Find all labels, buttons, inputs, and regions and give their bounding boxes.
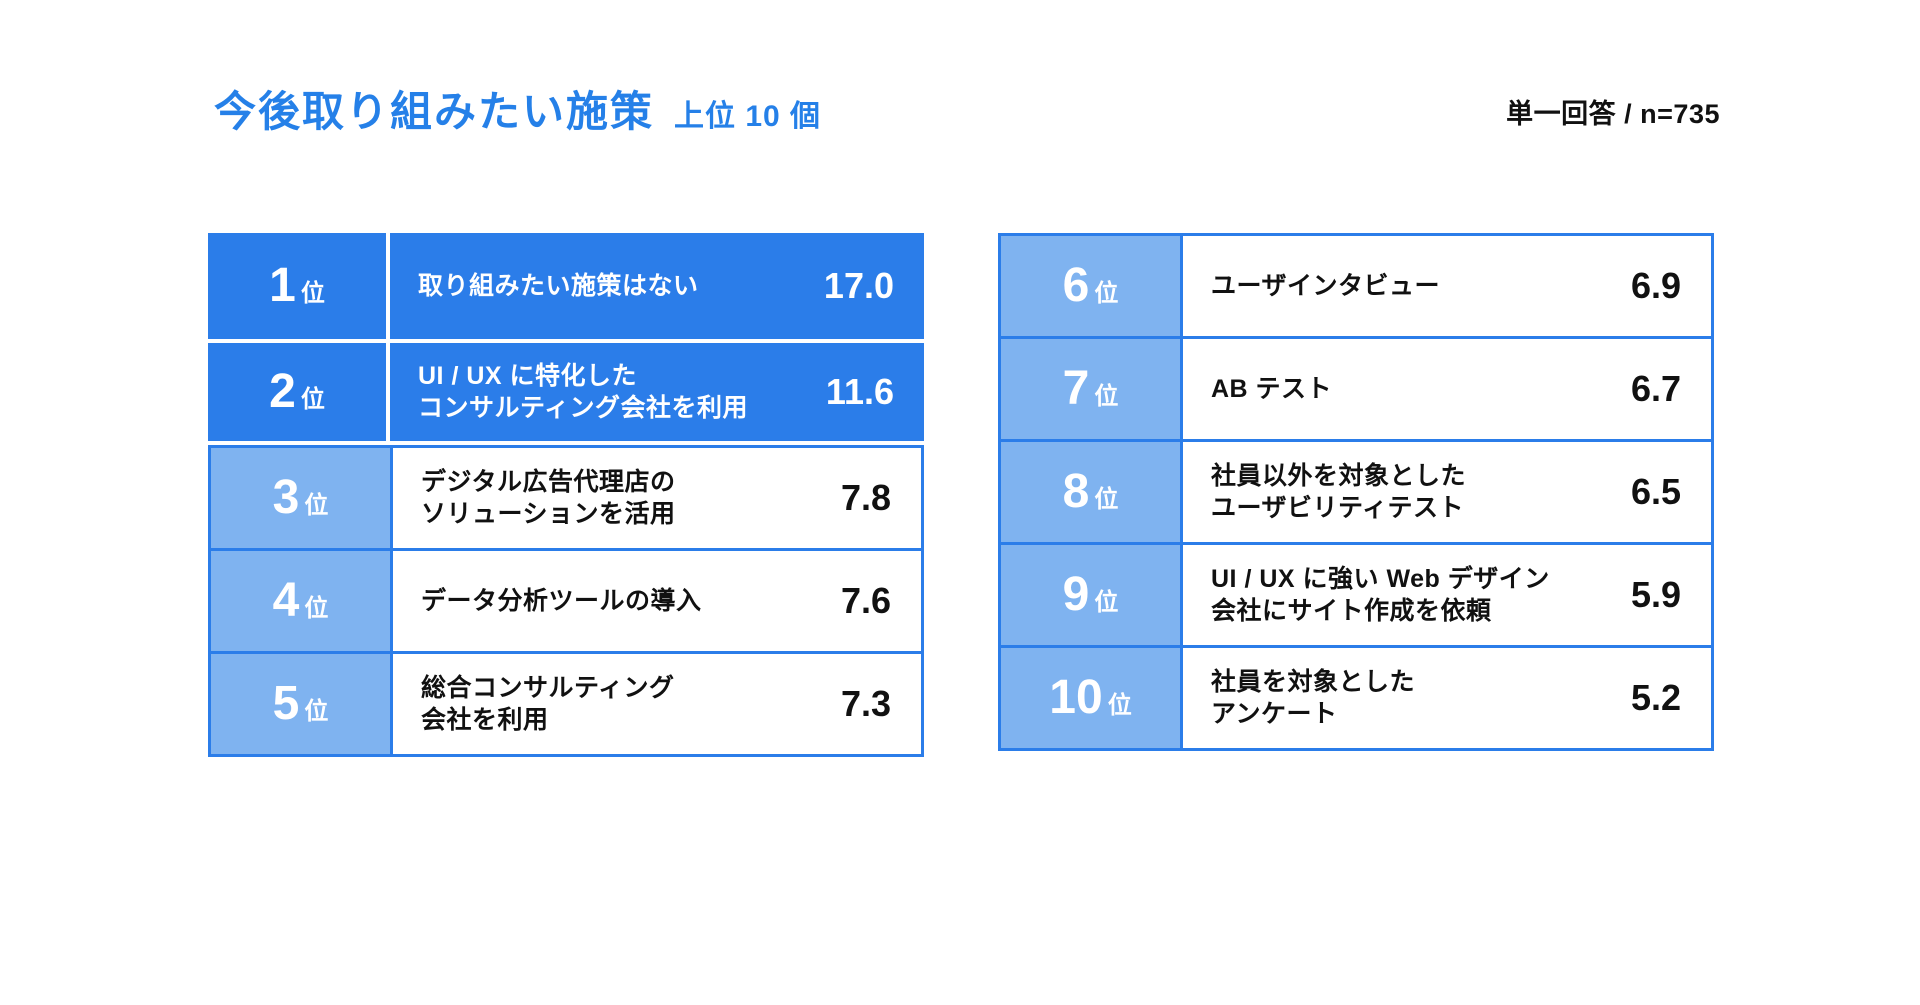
rank-suffix-label: 位 (1094, 383, 1119, 410)
rank-content: 総合コンサルティング 会社を利用 7.3 (393, 654, 921, 754)
rank-number: 9 (1062, 568, 1090, 621)
rank-label: 10 位 (1049, 674, 1131, 722)
rank-content: 社員以外を対象とした ユーザビリティテスト 6.5 (1183, 442, 1711, 542)
rank-content: 社員を対象とした アンケート 5.2 (1183, 648, 1711, 748)
item-value: 6.9 (1630, 265, 1681, 306)
rank-suffix-label: 位 (304, 492, 329, 519)
item-label: ユーザインタビュー (1211, 271, 1441, 300)
rank-content: UI / UX に特化した コンサルティング会社を利用 11.6 (390, 343, 924, 441)
page-title: 今後取り組みたい施策 (214, 88, 655, 135)
rank-suffix-label: 位 (1094, 486, 1119, 513)
rank-suffix-label: 位 (1107, 692, 1132, 719)
rank-row-10: 10 位 社員を対象とした アンケート 5.2 (998, 645, 1714, 751)
sample-size-note: 単一回答 / n=735 (1506, 99, 1720, 129)
item-value: 7.8 (840, 477, 891, 518)
item-value: 6.7 (1630, 368, 1681, 409)
item-value: 11.6 (825, 371, 894, 412)
item-value: 5.2 (1630, 677, 1681, 718)
rank-number: 1 (269, 259, 296, 312)
rank-number: 7 (1062, 362, 1090, 415)
rank-suffix-label: 位 (304, 595, 329, 622)
item-label: UI / UX に強い Web デザイン 会社にサイト作成を依頼 (1211, 564, 1550, 626)
rank-number: 8 (1062, 465, 1090, 518)
rank-suffix-label: 位 (300, 280, 325, 307)
rank-number: 3 (272, 471, 300, 524)
item-label: 取り組みたい施策はない (418, 271, 699, 300)
item-label: UI / UX に特化した コンサルティング会社を利用 (418, 361, 749, 423)
item-value: 5.9 (1630, 574, 1681, 615)
page-subtitle: 上位 10 個 (674, 100, 822, 133)
header: 今後取り組みたい施策 上位 10 個 (214, 78, 821, 139)
item-value: 7.3 (840, 683, 891, 724)
item-label: 総合コンサルティング 会社を利用 (421, 673, 675, 735)
rank-suffix-label: 位 (304, 698, 329, 725)
rank-suffix-label: 位 (1094, 589, 1119, 616)
rank-number: 5 (272, 677, 300, 730)
item-value: 6.5 (1630, 471, 1681, 512)
item-value: 7.6 (840, 580, 891, 621)
item-value: 17.0 (823, 265, 894, 306)
rank-cell: 10 位 (1001, 648, 1183, 748)
item-label: 社員を対象とした アンケート (1211, 667, 1416, 729)
rank-content: 取り組みたい施策はない 17.0 (390, 233, 924, 339)
rank-content: ユーザインタビュー 6.9 (1183, 236, 1711, 336)
rank-number: 2 (269, 365, 296, 418)
rank-suffix-label: 位 (300, 386, 325, 413)
rank-content: デジタル広告代理店の ソリューションを活用 7.8 (393, 448, 921, 548)
item-label: AB テスト (1211, 374, 1333, 403)
item-label: 社員以外を対象とした ユーザビリティテスト (1211, 461, 1467, 523)
item-label: デジタル広告代理店の ソリューションを活用 (421, 467, 676, 529)
rank-content: UI / UX に強い Web デザイン 会社にサイト作成を依頼 5.9 (1183, 545, 1711, 645)
rank-number: 10 (1049, 671, 1103, 724)
rank-content: AB テスト 6.7 (1183, 339, 1711, 439)
item-label: データ分析ツールの導入 (421, 586, 702, 615)
rank-number: 6 (1062, 259, 1090, 312)
rank-suffix-label: 位 (1094, 280, 1119, 307)
rank-number: 4 (272, 574, 300, 627)
rank-content: データ分析ツールの導入 7.6 (393, 551, 921, 651)
